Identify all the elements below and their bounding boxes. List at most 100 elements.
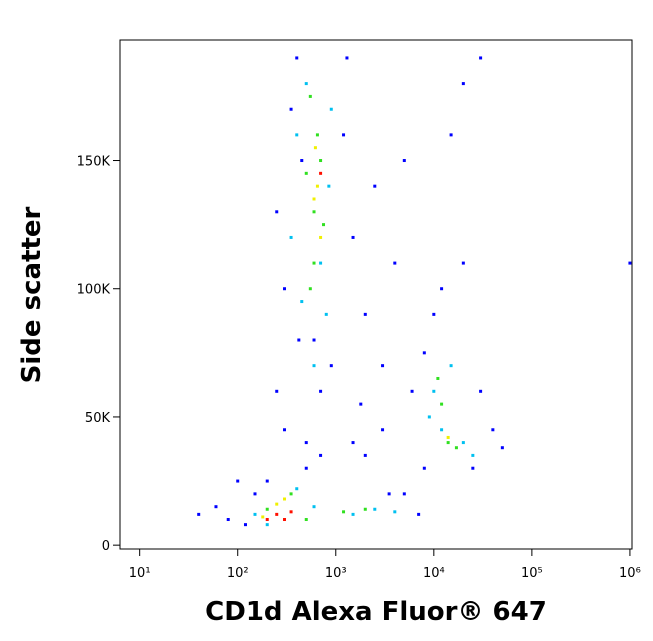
point	[446, 435, 450, 439]
point	[449, 364, 453, 368]
point	[471, 466, 475, 470]
y-tick-label: 50K	[85, 411, 111, 426]
point	[363, 453, 367, 457]
point	[427, 415, 431, 419]
y-tick-label: 150K	[77, 155, 111, 170]
point	[402, 159, 406, 163]
point	[381, 364, 385, 368]
point	[236, 479, 240, 483]
point	[324, 312, 328, 316]
point	[393, 261, 397, 265]
point	[432, 312, 436, 316]
point	[289, 235, 293, 239]
point	[265, 523, 269, 527]
point	[214, 505, 218, 509]
point	[319, 171, 323, 175]
point	[297, 338, 301, 342]
point	[319, 159, 323, 163]
point	[315, 133, 319, 137]
point	[446, 441, 450, 445]
x-tick-label: 10⁵	[521, 566, 543, 581]
point	[402, 492, 406, 496]
point	[283, 287, 287, 291]
point	[300, 159, 304, 163]
point	[342, 133, 346, 137]
point	[295, 487, 299, 491]
point	[304, 82, 308, 86]
point	[312, 338, 316, 342]
point	[304, 441, 308, 445]
plot-frame	[119, 39, 633, 550]
point	[500, 446, 504, 450]
point	[295, 133, 299, 137]
point	[373, 184, 377, 188]
point	[197, 512, 201, 516]
point	[363, 507, 367, 511]
point	[295, 56, 299, 60]
point	[243, 523, 247, 527]
point	[289, 107, 293, 111]
point	[283, 497, 287, 501]
point	[327, 184, 331, 188]
x-tick-label: 10²	[227, 566, 249, 581]
point	[312, 210, 316, 214]
point	[312, 197, 316, 201]
point	[312, 505, 316, 509]
point	[319, 261, 323, 265]
point	[261, 515, 265, 519]
point	[381, 428, 385, 432]
point	[289, 510, 293, 514]
point	[289, 492, 293, 496]
y-tick-label: 100K	[77, 283, 111, 298]
y-axis-label: Side scatter	[17, 206, 47, 383]
point	[329, 364, 333, 368]
x-tick-label: 10¹	[129, 566, 151, 581]
point	[319, 453, 323, 457]
point	[461, 441, 465, 445]
point	[471, 453, 475, 457]
point	[226, 518, 230, 522]
point	[351, 235, 355, 239]
point	[315, 184, 319, 188]
x-tick-label: 10⁴	[423, 566, 445, 581]
point	[313, 146, 317, 150]
point	[363, 312, 367, 316]
point	[351, 512, 355, 516]
point	[319, 389, 323, 393]
point	[308, 94, 312, 98]
point	[359, 402, 363, 406]
point	[253, 512, 257, 516]
point	[265, 507, 269, 511]
point	[308, 287, 312, 291]
point	[628, 261, 632, 265]
point	[491, 428, 495, 432]
point	[479, 56, 483, 60]
point	[454, 446, 458, 450]
point	[393, 510, 397, 514]
point	[275, 502, 279, 506]
point	[304, 518, 308, 522]
x-tick-label: 10⁶	[619, 566, 641, 581]
point	[449, 133, 453, 137]
point	[436, 376, 440, 380]
point	[440, 287, 444, 291]
point	[253, 492, 257, 496]
point	[312, 261, 316, 265]
point	[300, 300, 304, 304]
x-axis-label: CD1d Alexa Fluor® 647	[205, 597, 547, 627]
point	[417, 512, 421, 516]
point	[304, 466, 308, 470]
point	[410, 389, 414, 393]
point	[329, 107, 333, 111]
point	[387, 492, 391, 496]
point	[283, 518, 287, 522]
point	[275, 389, 279, 393]
point	[373, 507, 377, 511]
point	[422, 351, 426, 355]
point	[440, 428, 444, 432]
point	[461, 261, 465, 265]
point	[319, 235, 323, 239]
point	[275, 512, 279, 516]
point	[479, 389, 483, 393]
